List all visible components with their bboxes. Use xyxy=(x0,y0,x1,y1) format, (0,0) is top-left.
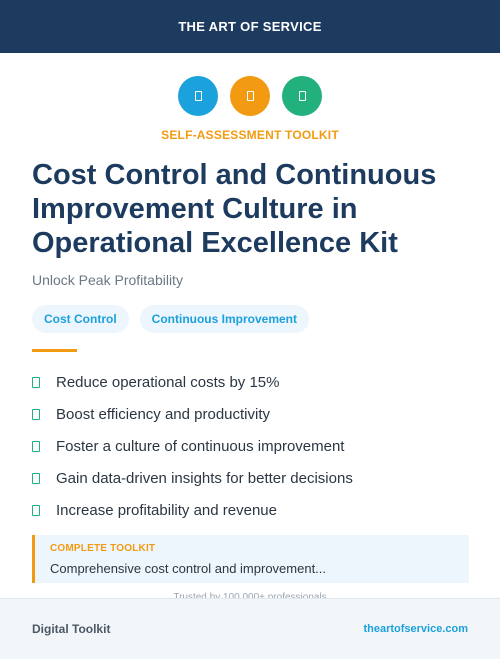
callout-text: Comprehensive cost control and improveme… xyxy=(50,561,327,576)
icon-row xyxy=(0,76,500,116)
tag-list: Cost Control Continuous Improvement xyxy=(32,305,309,333)
benefit-text: Increase profitability and revenue xyxy=(56,501,277,519)
footer-label: Digital Toolkit xyxy=(32,622,111,636)
check-icon xyxy=(32,504,40,516)
document-icon xyxy=(246,91,254,101)
benefit-item: Reduce operational costs by 15% xyxy=(32,366,472,398)
benefit-item: Gain data-driven insights for better dec… xyxy=(32,462,472,494)
benefit-text: Foster a culture of continuous improveme… xyxy=(56,437,345,455)
benefit-text: Gain data-driven insights for better dec… xyxy=(56,469,353,487)
trust-line: Trusted by 100,000+ professionals xyxy=(173,592,327,600)
callout-label: COMPLETE TOOLKIT xyxy=(50,543,156,554)
benefit-list: Reduce operational costs by 15% Boost ef… xyxy=(32,366,472,526)
document-icon xyxy=(194,91,202,101)
benefit-item: Increase profitability and revenue xyxy=(32,494,472,526)
check-icon xyxy=(32,472,40,484)
toolkit-callout: COMPLETE TOOLKIT Comprehensive cost cont… xyxy=(32,535,469,583)
benefit-text: Boost efficiency and productivity xyxy=(56,405,271,423)
page-title: Cost Control and Continuous Improvement … xyxy=(32,159,437,259)
document-icon-orange xyxy=(230,76,270,116)
page-subtitle: Unlock Peak Profitability xyxy=(32,272,183,288)
tag-continuous-improvement: Continuous Improvement xyxy=(139,305,309,333)
check-icon xyxy=(32,408,40,420)
tag-cost-control: Cost Control xyxy=(32,305,129,333)
benefit-text: Reduce operational costs by 15% xyxy=(56,373,280,391)
document-icon-blue xyxy=(178,76,218,116)
benefit-item: Boost efficiency and productivity xyxy=(32,398,472,430)
check-icon xyxy=(32,440,40,452)
header-bar: THE ART OF SERVICE xyxy=(0,0,500,53)
toolkit-kicker: SELF-ASSESSMENT TOOLKIT xyxy=(161,128,339,142)
footer-website-link[interactable]: theartofservice.com xyxy=(363,623,468,635)
footer-bar: Digital Toolkit theartofservice.com xyxy=(0,598,500,659)
accent-divider xyxy=(32,349,77,352)
check-icon xyxy=(32,376,40,388)
document-icon xyxy=(298,91,306,101)
document-icon-green xyxy=(282,76,322,116)
brand-name: THE ART OF SERVICE xyxy=(178,19,322,34)
benefit-item: Foster a culture of continuous improveme… xyxy=(32,430,472,462)
